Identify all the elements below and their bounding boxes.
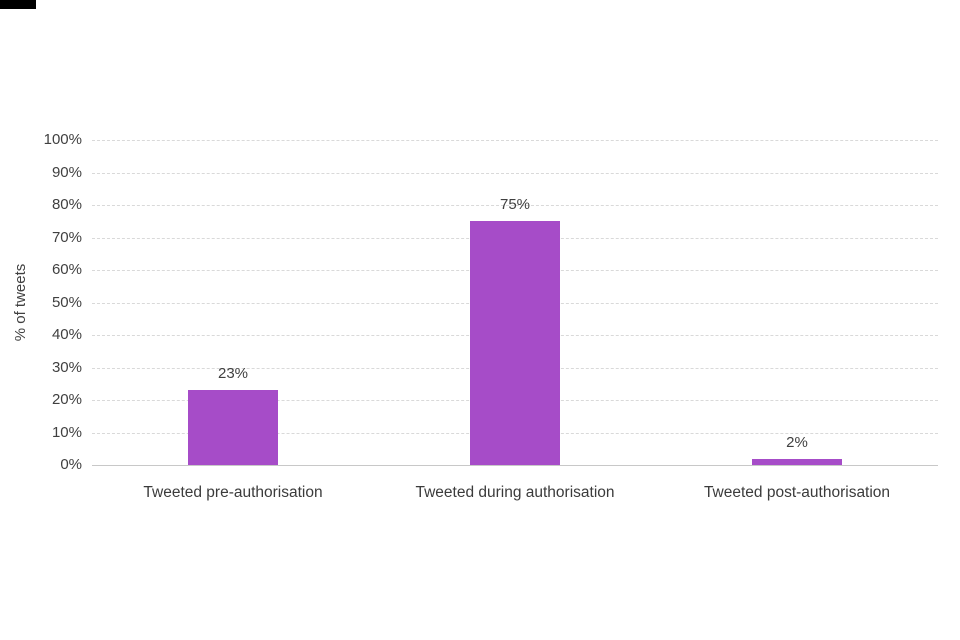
top-left-artifact [0, 0, 36, 9]
x-category-label: Tweeted pre-authorisation [143, 484, 323, 501]
y-tick-label: 90% [51, 163, 82, 181]
bar-1 [188, 390, 278, 465]
y-tick-label: 50% [51, 293, 82, 311]
bar-2 [470, 221, 560, 465]
x-axis-labels: Tweeted pre-authorisation Tweeted during … [92, 484, 938, 502]
gridline [92, 205, 938, 206]
bar-value-label: 75% [499, 196, 531, 214]
x-axis-line [92, 465, 938, 466]
bar-value-label: 2% [786, 433, 808, 451]
y-tick-label: 20% [51, 391, 82, 408]
x-category-label: Tweeted during authorisation [415, 484, 615, 501]
y-tick-label: 80% [51, 196, 82, 213]
bar-value-label: 23% [217, 365, 249, 383]
y-tick-label: 100% [43, 131, 82, 148]
plot-area: 23% 75% 2% [92, 140, 938, 466]
bar-3 [752, 458, 842, 465]
y-tick-label: 60% [51, 261, 82, 278]
gridline [92, 172, 938, 174]
y-tick-label: 10% [51, 423, 82, 441]
y-tick-label: 40% [51, 326, 82, 343]
x-category-label: Tweeted post-authorisation [703, 484, 891, 501]
y-tick-label: 0% [60, 456, 82, 473]
gridline [92, 140, 938, 141]
y-tick-label: 30% [51, 358, 82, 376]
y-tick-label: 70% [51, 228, 82, 246]
